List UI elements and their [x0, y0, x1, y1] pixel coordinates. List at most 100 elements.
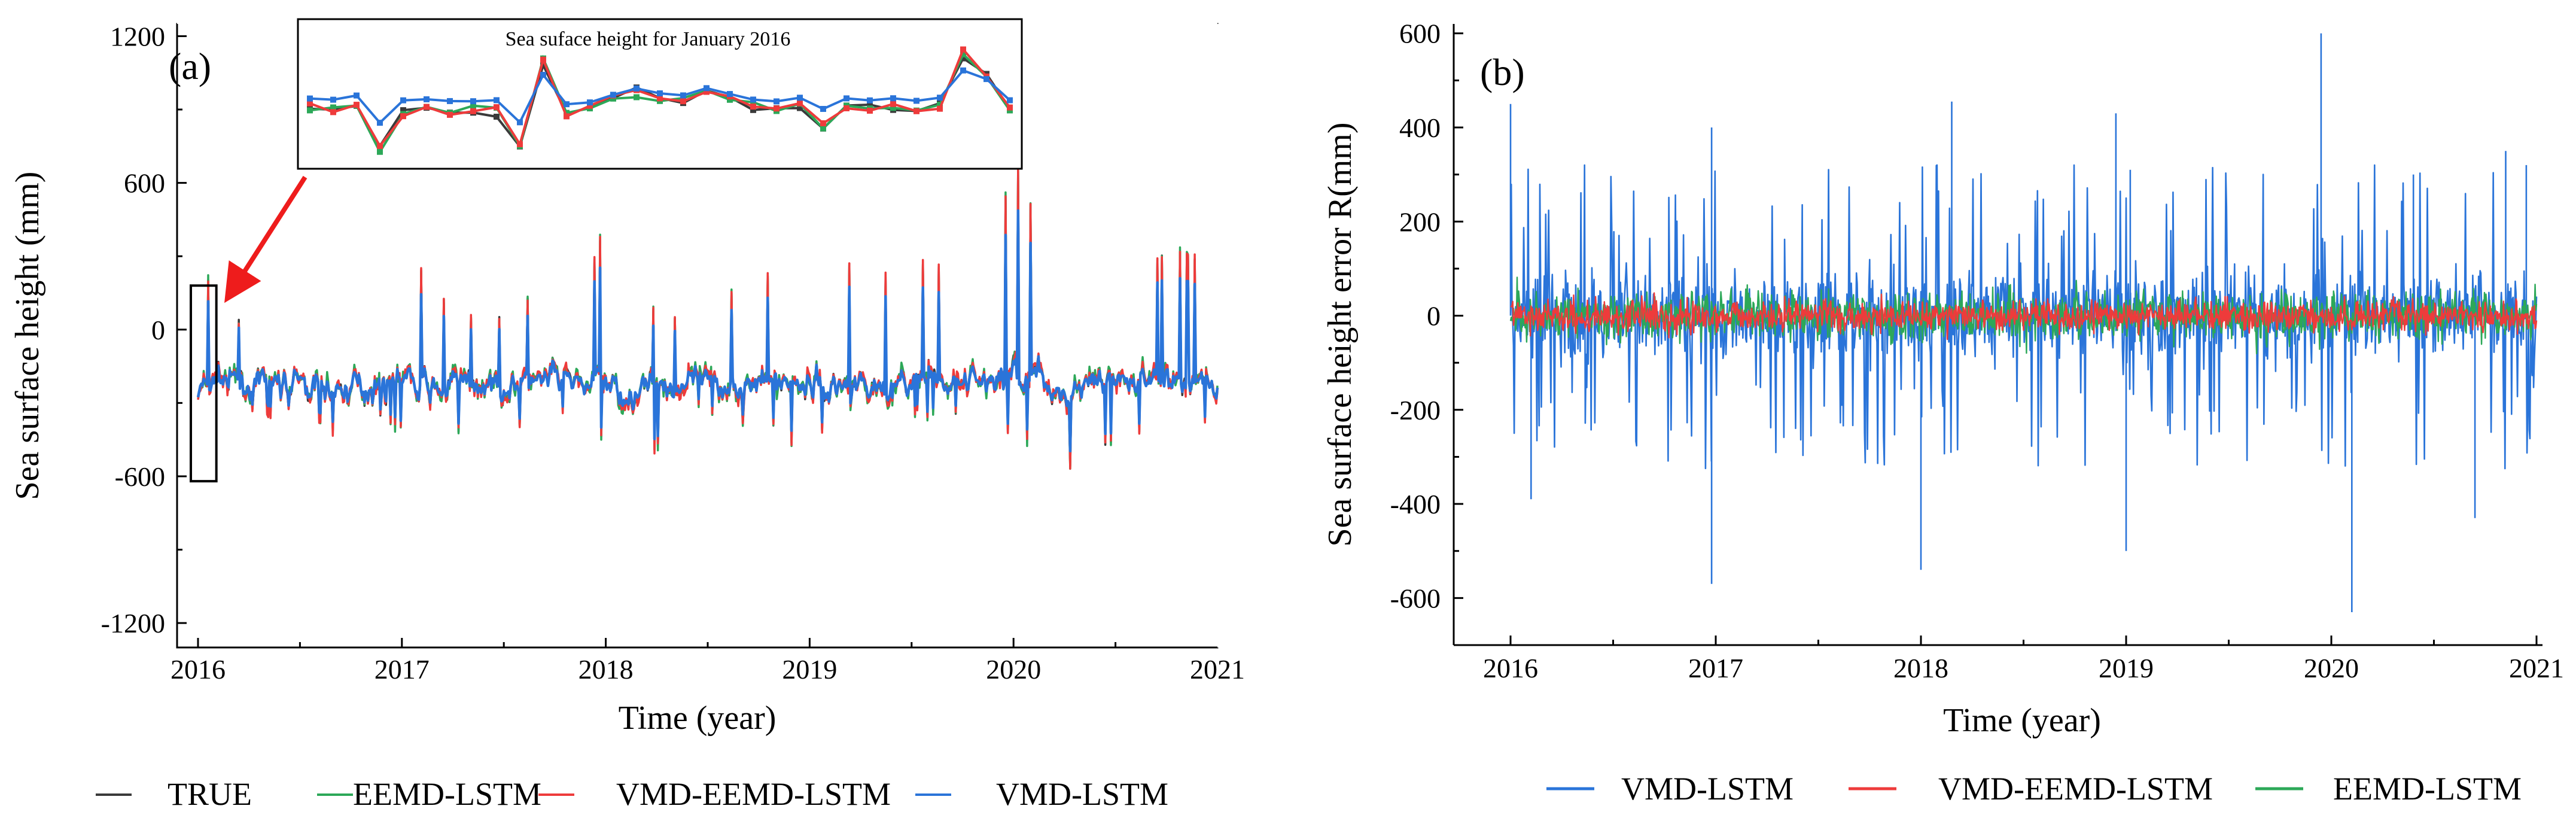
inset-marker-vmd-eemd-lstm	[937, 105, 943, 112]
panel-b-x-axis-title: Time (year)	[1943, 702, 2101, 739]
inset-marker-vmd-eemd-lstm	[377, 142, 383, 149]
inset-marker-vmd-eemd-lstm	[400, 113, 406, 120]
legend-a-label-vmd-eemd-lstm: VMD-EEMD-LSTM	[616, 776, 891, 812]
legend-b-label-eemd-lstm: EEMD-LSTM	[2333, 771, 2522, 807]
inset-marker-vmd-lstm	[354, 92, 360, 99]
inset-marker-vmd-eemd-lstm	[680, 98, 686, 105]
inset-marker-vmd-eemd-lstm	[844, 105, 849, 111]
panel-a: (a) Time (year) Sea surface height (mm) …	[9, 18, 1245, 737]
panel-a-y-tick-label: 600	[124, 168, 165, 199]
inset-marker-true	[867, 102, 873, 108]
inset-marker-vmd-lstm	[774, 98, 780, 105]
panel-b-x-tick-label: 2016	[1483, 653, 1538, 683]
panel-a-zoom-arrow	[224, 175, 307, 303]
inset-marker-vmd-lstm	[494, 97, 500, 104]
panel-a-zoom-box	[190, 284, 218, 483]
panel-a-label: (a)	[169, 45, 211, 87]
panel-a-y-tick-label: -600	[115, 461, 165, 492]
panel-a-x-tick-label: 2017	[374, 654, 430, 685]
inset-marker-eemd-lstm	[634, 94, 640, 101]
panel-b-y-tick-label: 200	[1399, 206, 1441, 237]
panel-a-y-axis-title: Sea surface height (mm)	[9, 172, 46, 500]
panel-a-series-line-vmd-lstm	[196, 209, 1219, 453]
legend-a-label-vmd-lstm: VMD-LSTM	[996, 776, 1168, 812]
inset-marker-vmd-eemd-lstm	[704, 89, 710, 95]
inset-marker-vmd-eemd-lstm	[750, 104, 756, 110]
panel-b-series-line-vmd-lstm	[1509, 33, 2538, 612]
inset-marker-eemd-lstm	[960, 51, 966, 57]
legend-b-label-vmd-lstm: VMD-LSTM	[1621, 771, 1794, 807]
inset-marker-vmd-eemd-lstm	[1007, 104, 1013, 111]
inset-marker-vmd-eemd-lstm	[657, 95, 663, 102]
inset-marker-vmd-lstm	[330, 96, 336, 103]
inset-marker-vmd-lstm	[727, 91, 733, 98]
panel-b-y-tick-label: -600	[1390, 583, 1441, 613]
inset-marker-vmd-eemd-lstm	[890, 101, 896, 107]
inset-marker-vmd-eemd-lstm	[820, 120, 826, 126]
inset-marker-eemd-lstm	[610, 95, 616, 102]
panel-a-series-line-eemd-lstm	[197, 167, 1219, 470]
inset-marker-vmd-lstm	[634, 85, 640, 92]
inset-marker-vmd-eemd-lstm	[330, 109, 336, 115]
inset-marker-eemd-lstm	[937, 102, 943, 108]
inset-marker-vmd-lstm	[447, 98, 453, 104]
inset-marker-vmd-lstm	[307, 95, 313, 102]
inset-marker-vmd-lstm	[960, 67, 966, 74]
inset-marker-true	[400, 107, 406, 114]
inset-marker-true	[494, 114, 500, 120]
legend-a-label-eemd-lstm: EEMD-LSTM	[353, 776, 541, 812]
inset-marker-eemd-lstm	[564, 110, 570, 116]
inset-marker-true	[540, 62, 546, 68]
inset-marker-vmd-lstm	[377, 120, 383, 126]
inset-marker-true	[960, 55, 966, 62]
panel-b-x-tick-label: 2018	[1893, 653, 1948, 683]
inset-marker-eemd-lstm	[820, 125, 826, 132]
inset-marker-vmd-lstm	[540, 72, 546, 78]
legend-b-label-vmd-eemd-lstm: VMD-EEMD-LSTM	[1938, 771, 2213, 807]
panel-b-series-line-vmd-eemd-lstm	[1510, 292, 2538, 340]
panel-a-x-tick-label: 2020	[986, 654, 1041, 685]
legend-a: TRUE EEMD-LSTM VMD-EEMD-LSTM VMD-LSTM	[96, 776, 1168, 812]
panel-b-label: (b)	[1480, 51, 1525, 93]
panel-b: (b) Time (year) Sea surface height error…	[1322, 19, 2564, 739]
panel-a-y-tick-label: 0	[151, 315, 165, 345]
inset-marker-vmd-eemd-lstm	[867, 107, 873, 114]
inset-marker-vmd-lstm	[983, 76, 989, 83]
panel-a-y-tick-label: -1200	[101, 608, 165, 639]
panel-a-x-tick-label: 2016	[170, 654, 226, 685]
panel-b-x-tick-label: 2020	[2304, 653, 2359, 683]
inset-marker-vmd-lstm	[587, 99, 593, 106]
inset-marker-vmd-eemd-lstm	[797, 100, 803, 107]
panel-b-y-tick-label: -400	[1390, 489, 1441, 519]
inset-marker-vmd-lstm	[820, 106, 826, 113]
panel-b-y-tick-label: 0	[1427, 301, 1441, 332]
inset-marker-vmd-lstm	[424, 96, 430, 102]
panel-a-x-tick-label: 2021	[1190, 654, 1245, 685]
inset-marker-vmd-lstm	[890, 95, 896, 102]
inset-marker-vmd-lstm	[797, 95, 803, 101]
inset-marker-eemd-lstm	[890, 105, 896, 111]
legend-a-label-true: TRUE	[168, 776, 252, 812]
inset-marker-vmd-eemd-lstm	[914, 108, 919, 114]
panel-b-x-tick-label: 2019	[2099, 653, 2154, 683]
inset-marker-vmd-lstm	[867, 97, 873, 104]
panel-b-x-tick-label: 2017	[1688, 653, 1743, 683]
inset-marker-vmd-eemd-lstm	[354, 102, 360, 108]
inset-marker-vmd-eemd-lstm	[774, 105, 780, 112]
inset-marker-vmd-lstm	[517, 119, 523, 126]
inset-marker-vmd-lstm	[470, 98, 476, 105]
inset-marker-vmd-eemd-lstm	[587, 102, 593, 109]
panel-b-y-axis-title: Sea surface height error R(mm)	[1322, 122, 1359, 546]
inset-marker-vmd-lstm	[400, 97, 406, 104]
inset-marker-vmd-eemd-lstm	[424, 104, 430, 110]
panel-a-x-tick-label: 2019	[782, 654, 837, 685]
panel-b-x-tick-label: 2021	[2509, 653, 2564, 683]
inset-marker-eemd-lstm	[727, 96, 733, 103]
panel-b-y-tick-label: 400	[1399, 113, 1441, 143]
inset-marker-eemd-lstm	[307, 107, 313, 114]
inset-marker-vmd-lstm	[937, 95, 943, 101]
inset-marker-vmd-lstm	[610, 92, 616, 98]
inset-marker-vmd-lstm	[680, 92, 686, 99]
inset-marker-vmd-lstm	[704, 85, 710, 92]
